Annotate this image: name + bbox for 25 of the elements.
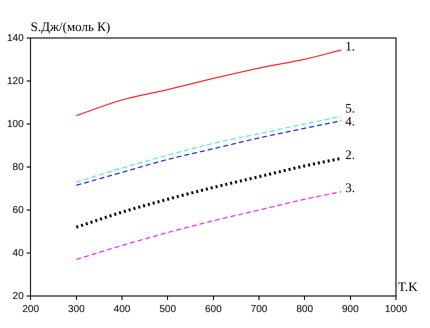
series-label: 5. <box>345 100 355 116</box>
x-tick-label: 600 <box>205 304 222 315</box>
line-series <box>76 50 342 116</box>
x-tick-label: 500 <box>159 304 176 315</box>
series-label: 2. <box>345 146 355 162</box>
y-tick-label: 80 <box>12 162 24 173</box>
y-axis-title: S.Дж/(моль К) <box>30 18 110 34</box>
line-series <box>76 191 342 260</box>
x-tick-label: 1000 <box>384 304 408 315</box>
x-tick-label: 700 <box>250 304 268 315</box>
y-tick-label: 60 <box>12 204 24 216</box>
y-tick-label: 100 <box>6 118 24 130</box>
x-tick-label: 800 <box>296 304 314 315</box>
y-tick-label: 40 <box>12 248 24 259</box>
x-tick-label: 300 <box>68 304 86 315</box>
series-label: 1. <box>345 38 355 54</box>
y-tick-label: 20 <box>12 290 24 302</box>
series-label: 3. <box>345 180 355 196</box>
x-tick-label: 400 <box>114 304 131 315</box>
series-label: 4. <box>345 114 355 129</box>
x-tick-label: 200 <box>22 304 40 315</box>
y-tick-label: 140 <box>6 32 24 44</box>
y-tick-label: 120 <box>6 76 24 87</box>
x-axis-title: T.K <box>398 278 418 294</box>
x-tick-label: 900 <box>342 304 360 315</box>
